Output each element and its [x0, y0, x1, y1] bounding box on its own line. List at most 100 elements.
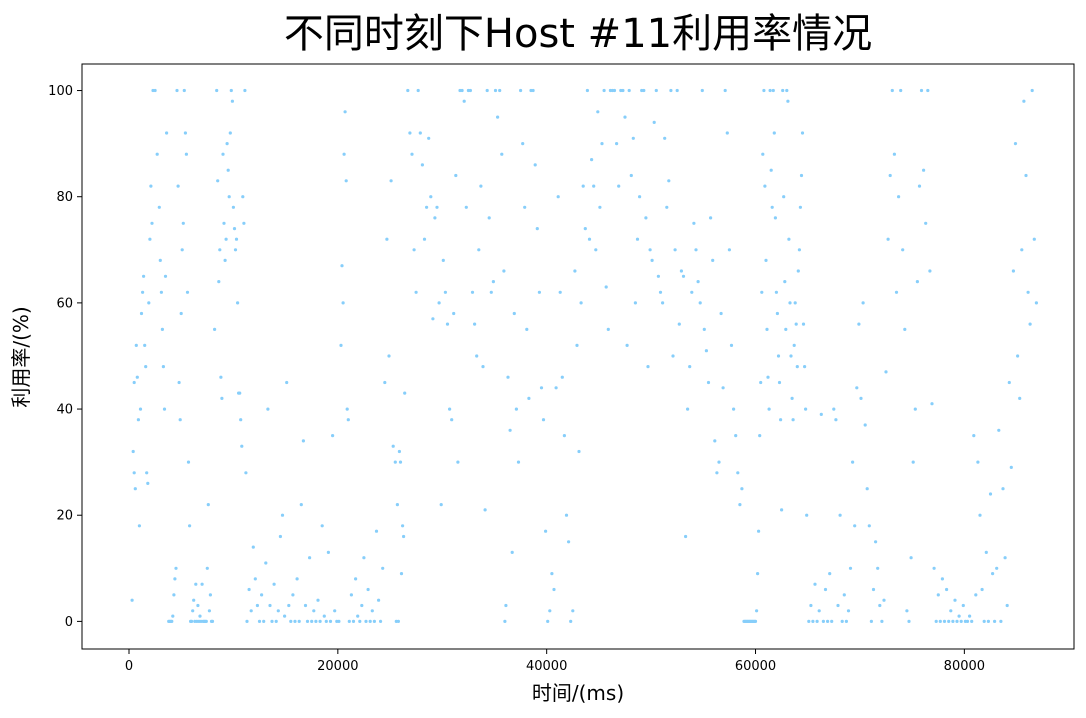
data-point — [344, 179, 348, 183]
data-point — [758, 434, 762, 438]
data-point — [356, 614, 360, 618]
data-point — [485, 88, 489, 93]
data-point — [702, 327, 706, 331]
data-point — [991, 572, 995, 576]
data-point — [878, 603, 882, 608]
data-point — [984, 550, 988, 555]
data-point — [150, 221, 154, 225]
data-point — [811, 619, 815, 624]
data-point — [585, 88, 590, 93]
data-point — [809, 603, 813, 608]
data-point — [220, 396, 224, 400]
chart-title: 不同时刻下Host #11利用率情况 — [284, 11, 872, 57]
data-point — [236, 301, 240, 305]
data-point — [280, 513, 285, 517]
data-point — [560, 375, 564, 379]
data-point — [171, 614, 175, 618]
data-point — [1026, 290, 1030, 294]
data-point — [832, 407, 836, 411]
data-point — [257, 619, 262, 624]
data-point — [807, 619, 811, 624]
data-point — [627, 88, 631, 93]
data-point — [783, 280, 787, 284]
data-point — [504, 603, 508, 608]
data-point — [377, 598, 381, 602]
data-point — [431, 317, 435, 321]
data-point — [855, 386, 859, 390]
data-point — [755, 609, 759, 613]
data-point — [333, 609, 337, 613]
data-point — [1032, 237, 1036, 241]
data-point — [717, 460, 721, 464]
data-point — [316, 598, 320, 602]
y-tick-label: 20 — [56, 509, 73, 524]
data-point — [934, 619, 938, 624]
data-point — [842, 593, 846, 597]
data-point — [387, 354, 391, 358]
data-point — [740, 487, 744, 491]
x-tick-label: 20000 — [317, 659, 358, 674]
data-point — [502, 269, 506, 273]
data-point — [162, 407, 167, 411]
data-point — [871, 587, 876, 592]
data-point — [947, 619, 951, 624]
data-point — [441, 258, 445, 262]
data-point — [318, 619, 322, 624]
data-point — [768, 88, 772, 93]
data-point — [145, 471, 149, 475]
data-point — [527, 396, 531, 400]
data-point — [435, 205, 439, 209]
data-point — [757, 529, 761, 533]
data-point — [366, 587, 370, 592]
data-point — [886, 237, 890, 241]
data-point — [343, 110, 347, 114]
y-tick-label: 80 — [56, 190, 73, 205]
data-point — [232, 227, 237, 231]
data-point — [796, 269, 800, 273]
data-point — [226, 168, 230, 172]
data-point — [242, 221, 246, 225]
data-point — [859, 396, 863, 400]
data-point — [736, 471, 740, 475]
data-point — [629, 173, 633, 178]
data-point — [719, 311, 723, 316]
data-point — [815, 619, 819, 624]
data-point — [165, 131, 169, 135]
data-point — [301, 439, 305, 443]
data-point — [370, 609, 374, 613]
data-point — [185, 290, 190, 294]
data-point — [147, 301, 151, 305]
data-point — [297, 619, 301, 624]
data-point — [137, 524, 141, 528]
data-point — [569, 619, 573, 624]
data-point — [289, 619, 293, 624]
data-point — [198, 614, 202, 618]
data-point — [876, 566, 880, 570]
data-point — [932, 566, 936, 570]
data-point — [512, 311, 516, 316]
data-point — [571, 609, 575, 613]
y-tick-label: 60 — [56, 296, 73, 311]
data-point — [1003, 556, 1007, 560]
data-point — [905, 609, 909, 613]
data-point — [965, 619, 970, 624]
data-point — [477, 248, 481, 252]
data-point — [230, 99, 234, 103]
data-point — [422, 237, 427, 241]
data-point — [786, 99, 790, 103]
data-point — [174, 566, 178, 570]
data-point — [498, 88, 502, 93]
data-point — [602, 88, 606, 93]
data-point — [951, 619, 955, 624]
data-point — [1020, 248, 1024, 252]
data-point — [738, 503, 742, 507]
data-points — [130, 88, 1038, 624]
data-point — [779, 418, 783, 422]
data-point — [519, 88, 523, 93]
data-point — [767, 407, 771, 411]
data-point — [399, 572, 404, 576]
data-point — [337, 619, 341, 624]
data-point — [216, 179, 220, 183]
data-point — [514, 407, 519, 411]
data-point — [711, 258, 715, 262]
